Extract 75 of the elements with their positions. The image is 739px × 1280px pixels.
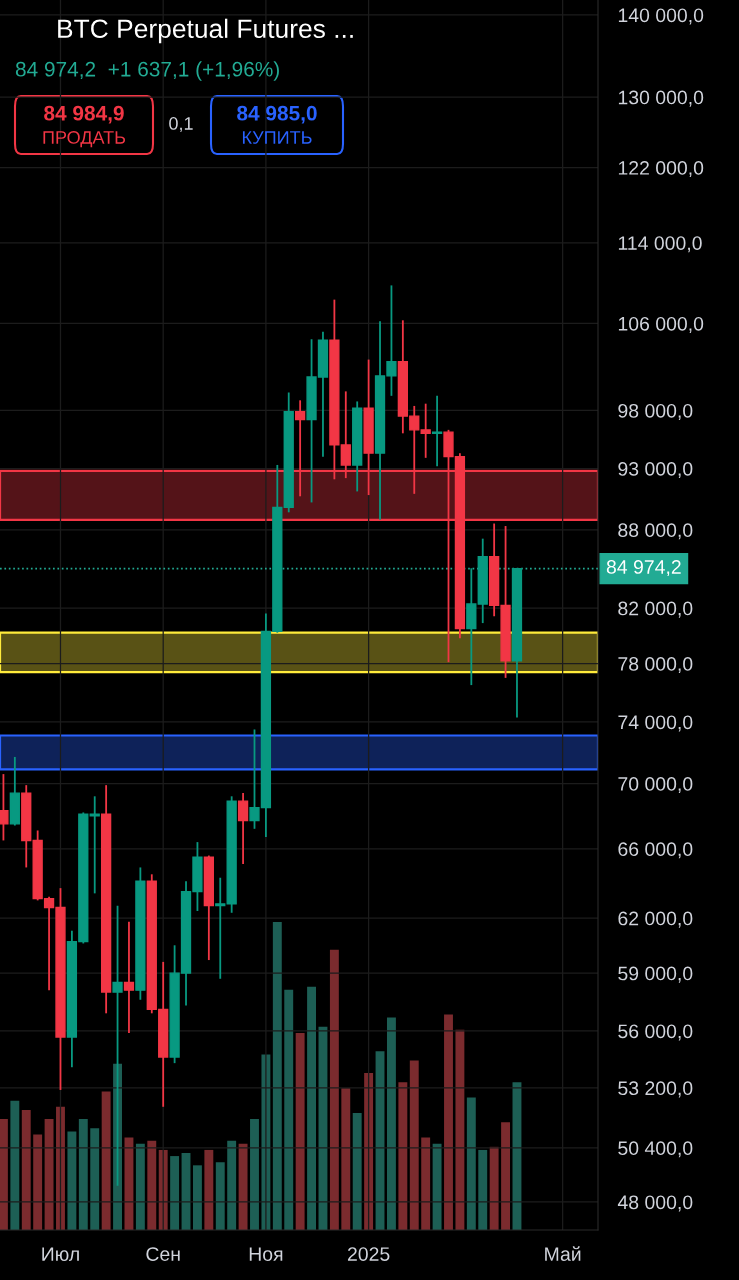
bar (501, 1122, 511, 1230)
annotation: ПРОДАТЬ (43, 131, 126, 148)
x-tick-label: Сен (146, 1247, 180, 1261)
bar (272, 922, 282, 1230)
candlestick (237, 792, 249, 865)
y-tick-label: 106 000,0 (618, 316, 704, 333)
y-tick-label: 62 000,0 (618, 911, 693, 928)
y-tick-label: 114 000,0 (618, 236, 702, 253)
bar (10, 1100, 20, 1230)
annotation: 0,1 (169, 117, 193, 132)
bar (21, 1109, 31, 1230)
y-tick-label: 59 000,0 (618, 966, 693, 983)
bar (284, 989, 294, 1230)
y-tick-label: 48 000,0 (617, 1195, 693, 1212)
bar (67, 1131, 77, 1230)
y-tick-label: 74 000,0 (618, 715, 693, 732)
bar (170, 1156, 180, 1230)
y-tick-label: 50 400,0 (618, 1141, 693, 1158)
bar (421, 1137, 431, 1230)
candlestick (215, 876, 226, 980)
bar (101, 1091, 111, 1230)
y-tick-label: 122 000,0 (618, 161, 704, 178)
y-tick-label: 70 000,0 (618, 777, 693, 794)
y-tick-label: 82 000,0 (618, 601, 693, 618)
bar (204, 1149, 214, 1230)
x-tick-label: Май (545, 1246, 581, 1261)
bar (386, 1017, 396, 1230)
candlestick (431, 394, 443, 468)
y-tick-label: 140 000,0 (618, 8, 704, 25)
bar (78, 1119, 88, 1230)
bar (147, 1140, 157, 1230)
bar (135, 1143, 145, 1230)
bar (409, 1060, 419, 1230)
x-tick-label: 2025 (347, 1247, 390, 1261)
bar (489, 1146, 499, 1230)
bar (215, 1162, 225, 1230)
bar (250, 1119, 259, 1230)
y-tick-label: 78 000,0 (618, 657, 693, 674)
annotation: 84 984,9 (44, 105, 124, 124)
annotation: КУПИТЬ (242, 131, 312, 144)
x-tick-label: Июл (42, 1247, 79, 1261)
bar (44, 1119, 54, 1230)
bar (33, 1134, 43, 1230)
y-tick-label: 130 000,0 (618, 90, 704, 107)
candlestick (0, 773, 9, 842)
bar (238, 1143, 248, 1230)
bar (0, 1119, 8, 1230)
y-tick-label: 88 000,0 (618, 523, 693, 540)
candlestick (123, 920, 135, 1034)
candlestick (420, 402, 431, 459)
ref-line-label: 84 974,2 (606, 560, 681, 577)
text: 84 974,2 +1 637,1 (+1,96%) (15, 61, 279, 81)
bar (455, 1029, 465, 1230)
y-tick-label: 66 000,0 (618, 842, 693, 859)
annotation: 84 985,0 (237, 105, 317, 124)
bar (227, 1140, 237, 1230)
bar (398, 1082, 408, 1230)
bar (295, 1032, 305, 1230)
x-tick-label: Ноя (249, 1247, 283, 1261)
bar (329, 949, 339, 1230)
bar (341, 1088, 351, 1230)
candlestick (89, 795, 100, 895)
y-tick-label: 56 000,0 (618, 1024, 693, 1041)
bar (352, 1112, 362, 1230)
text: BTC Perpetual Futures ... (58, 18, 353, 44)
bar (307, 986, 316, 1230)
bar (192, 1165, 202, 1230)
y-tick-label: 53 200,0 (618, 1081, 693, 1098)
bar (90, 1128, 100, 1230)
bar (444, 1014, 453, 1230)
y-tick-label: 93 000,0 (618, 461, 693, 479)
bar (478, 1149, 488, 1230)
bar (432, 1143, 442, 1230)
bar (466, 1097, 476, 1230)
y-tick-label: 98 000,0 (618, 403, 693, 420)
